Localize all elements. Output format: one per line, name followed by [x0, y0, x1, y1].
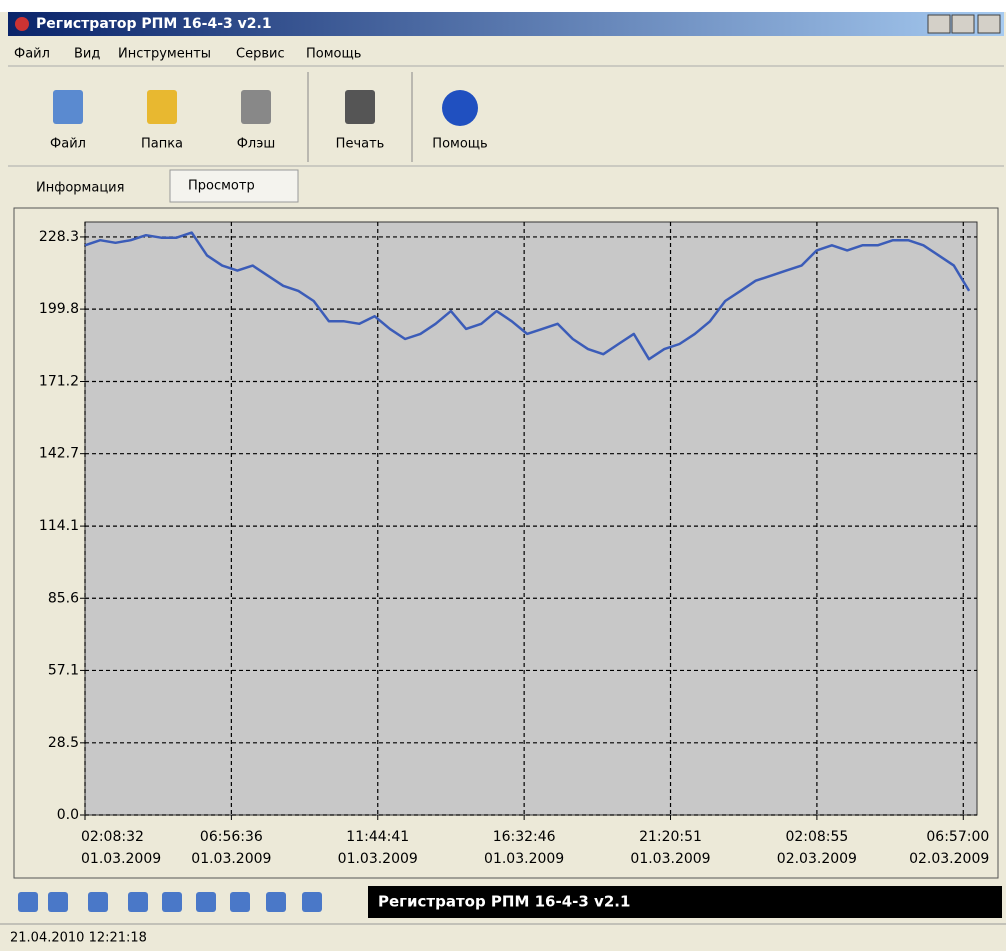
tool-button[interactable] [128, 892, 148, 912]
tool-button[interactable] [266, 892, 286, 912]
title-bar [8, 12, 1004, 36]
caption-box [368, 886, 1002, 918]
menu-item[interactable]: Сервис [236, 47, 285, 62]
x-tick-label: 01.03.2009 [81, 851, 161, 867]
x-tick-label: 06:56:36 [200, 829, 263, 845]
toolbar-label[interactable]: Папка [141, 137, 183, 152]
y-tick-label: 85.6 [48, 590, 79, 606]
data-line [84, 231, 971, 361]
x-tick-label: 16:32:46 [493, 829, 556, 845]
y-tick-label: 142.7 [39, 446, 79, 462]
window-title: Регистратор РПМ 16-4-3 v2.1 [36, 16, 272, 32]
app-icon [15, 17, 29, 31]
toolbar-button[interactable]: Папка [141, 90, 183, 152]
icon [53, 90, 83, 124]
x-tick-label: 11:44:41 [346, 829, 409, 845]
active-tab[interactable] [169, 169, 299, 203]
minimize-button[interactable] [927, 14, 951, 34]
icon [442, 90, 478, 126]
tool-button[interactable] [18, 892, 38, 912]
status-text: 21.04.2010 12:21:18 [10, 931, 147, 946]
tab[interactable]: Информация [36, 181, 124, 196]
x-tick-label: 02:08:32 [81, 829, 144, 845]
caption: Регистратор РПМ 16-4-3 v2.1 [378, 893, 630, 911]
menu-item[interactable]: Инструменты [118, 47, 211, 62]
maximize-button[interactable] [951, 14, 975, 34]
icon [345, 90, 375, 124]
toolbar-button[interactable]: Печать [336, 90, 385, 152]
toolbar-label[interactable]: Печать [336, 137, 385, 152]
tool-button[interactable] [48, 892, 68, 912]
tool-button[interactable] [302, 892, 322, 912]
y-tick-label: 28.5 [48, 735, 79, 751]
x-tick-label: 02.03.2009 [777, 851, 857, 867]
tab[interactable]: Просмотр [188, 179, 255, 194]
menu-item[interactable]: Помощь [306, 47, 361, 62]
icon [241, 90, 271, 124]
tool-button[interactable] [162, 892, 182, 912]
icon [147, 90, 177, 124]
menu-item[interactable]: Файл [14, 47, 50, 62]
window-buttons[interactable] [927, 14, 1001, 34]
y-tick-label: 171.2 [39, 374, 79, 390]
x-tick-label: 01.03.2009 [338, 851, 418, 867]
x-tick-label: 01.03.2009 [191, 851, 271, 867]
x-tick-label: 06:57:00 [926, 829, 989, 845]
plot-area [84, 221, 978, 816]
y-tick-label: 114.1 [39, 518, 79, 534]
x-tick-label: 01.03.2009 [630, 851, 710, 867]
toolbar-label[interactable]: Флэш [237, 137, 276, 152]
toolbar-label[interactable]: Помощь [432, 137, 487, 152]
tool-button[interactable] [88, 892, 108, 912]
y-tick-label: 0.0 [57, 807, 79, 823]
toolbar-button[interactable]: Флэш [237, 90, 276, 152]
x-tick-label: 02.03.2009 [909, 851, 989, 867]
x-tick-label: 01.03.2009 [484, 851, 564, 867]
x-tick-label: 21:20:51 [639, 829, 702, 845]
toolbar-label[interactable]: Файл [50, 137, 86, 152]
menu-item[interactable]: Вид [74, 47, 100, 62]
tool-button[interactable] [196, 892, 216, 912]
y-tick-label: 57.1 [48, 662, 79, 678]
x-tick-label: 02:08:55 [785, 829, 848, 845]
y-tick-label: 199.8 [39, 301, 79, 317]
y-tick-label: 228.3 [39, 229, 79, 245]
toolbar-button[interactable]: Файл [50, 90, 86, 152]
tool-button[interactable] [230, 892, 250, 912]
top-strip [0, 0, 1006, 12]
close-button[interactable] [977, 14, 1001, 34]
toolbar-button[interactable]: Помощь [432, 90, 488, 152]
